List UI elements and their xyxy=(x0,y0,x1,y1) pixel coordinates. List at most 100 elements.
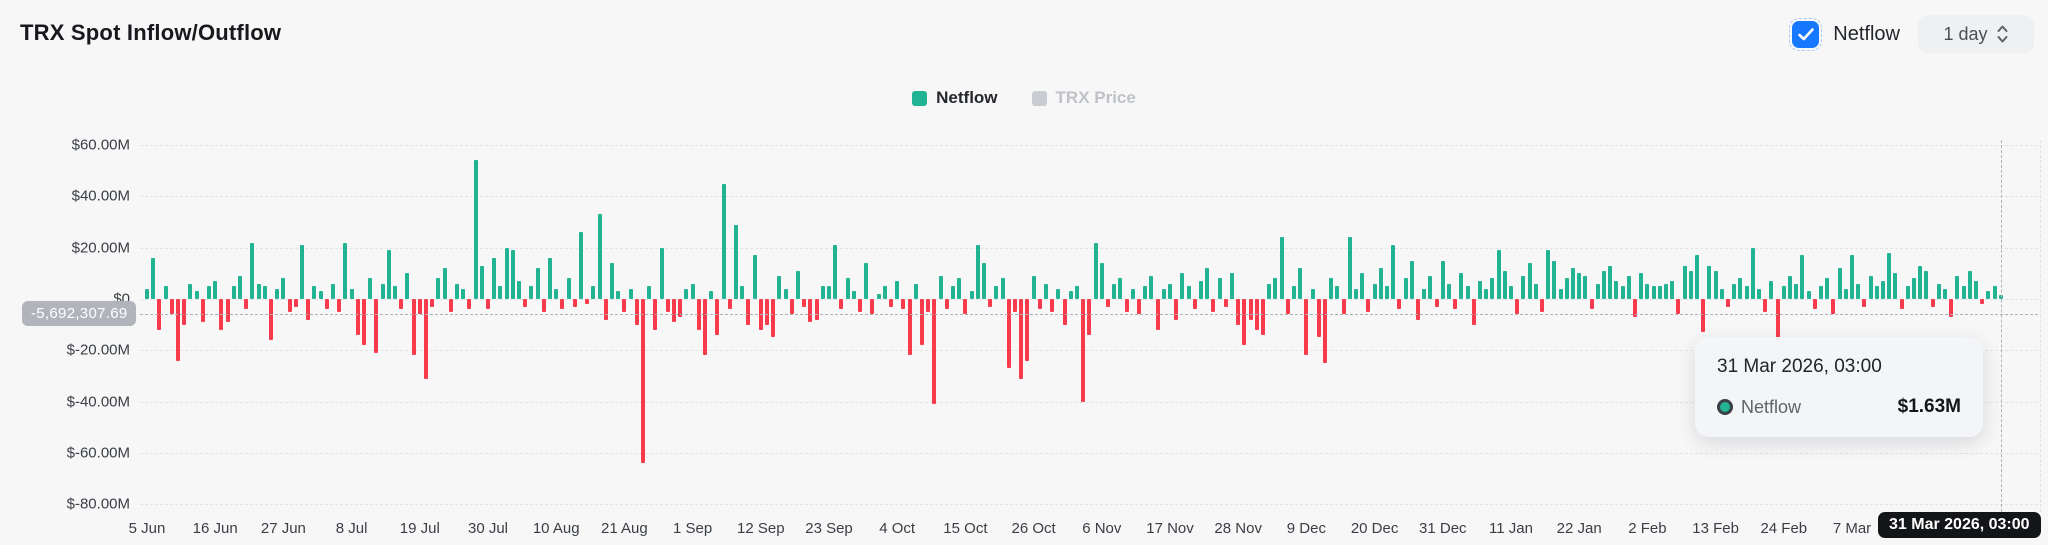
netflow-bar[interactable] xyxy=(281,278,286,299)
netflow-bar[interactable] xyxy=(913,283,918,299)
netflow-bar[interactable] xyxy=(709,291,714,299)
netflow-bar[interactable] xyxy=(1905,286,1910,299)
netflow-bar[interactable] xyxy=(1837,268,1842,299)
netflow-bar[interactable] xyxy=(1471,299,1476,325)
netflow-bar[interactable] xyxy=(417,299,422,315)
netflow-bar[interactable] xyxy=(1688,270,1693,299)
netflow-bar[interactable] xyxy=(926,299,931,312)
netflow-bar[interactable] xyxy=(1831,299,1836,315)
netflow-bar[interactable] xyxy=(349,288,354,299)
netflow-bar[interactable] xyxy=(231,286,236,299)
netflow-bar[interactable] xyxy=(1378,268,1383,299)
netflow-bar[interactable] xyxy=(1409,260,1414,299)
netflow-bar[interactable] xyxy=(188,283,193,299)
netflow-bar[interactable] xyxy=(1527,263,1532,299)
netflow-bar[interactable] xyxy=(746,299,751,325)
netflow-bar[interactable] xyxy=(808,299,813,323)
netflow-bar[interactable] xyxy=(622,299,627,312)
netflow-bar[interactable] xyxy=(1050,299,1055,312)
netflow-bar[interactable] xyxy=(727,299,732,310)
netflow-bar[interactable] xyxy=(1614,281,1619,299)
netflow-bar[interactable] xyxy=(690,283,695,299)
netflow-bar[interactable] xyxy=(876,293,881,299)
netflow-bar[interactable] xyxy=(1130,288,1135,299)
netflow-bar[interactable] xyxy=(548,257,552,299)
netflow-bar[interactable] xyxy=(802,299,807,307)
netflow-bar[interactable] xyxy=(684,288,689,299)
netflow-bar[interactable] xyxy=(486,299,490,310)
netflow-bar[interactable] xyxy=(1645,283,1650,299)
netflow-bar[interactable] xyxy=(1068,291,1073,299)
netflow-bar[interactable] xyxy=(957,278,962,299)
netflow-bar[interactable] xyxy=(659,247,664,299)
netflow-bar[interactable] xyxy=(306,299,311,320)
netflow-bar[interactable] xyxy=(1583,275,1588,299)
netflow-bar[interactable] xyxy=(275,288,280,299)
netflow-bar[interactable] xyxy=(1918,265,1923,299)
netflow-bar[interactable] xyxy=(1633,299,1637,317)
netflow-bar[interactable] xyxy=(1502,270,1507,299)
netflow-bar[interactable] xyxy=(1540,299,1544,312)
netflow-bar[interactable] xyxy=(1843,288,1848,299)
netflow-bar[interactable] xyxy=(1273,278,1278,299)
netflow-bar[interactable] xyxy=(1186,286,1191,299)
netflow-bar[interactable] xyxy=(603,299,608,320)
netflow-bar[interactable] xyxy=(1800,255,1805,299)
netflow-bar[interactable] xyxy=(1980,299,1985,305)
netflow-bar[interactable] xyxy=(1893,273,1898,299)
netflow-bar[interactable] xyxy=(1738,278,1743,299)
netflow-bar[interactable] xyxy=(300,245,304,299)
netflow-bar[interactable] xyxy=(1372,283,1377,299)
netflow-bar[interactable] xyxy=(1856,283,1861,299)
netflow-bar[interactable] xyxy=(213,281,218,299)
netflow-bar[interactable] xyxy=(1521,275,1526,299)
netflow-bar[interactable] xyxy=(380,283,385,299)
netflow-bar[interactable] xyxy=(1298,268,1303,299)
netflow-bar[interactable] xyxy=(207,286,211,299)
netflow-bar[interactable] xyxy=(572,299,577,307)
netflow-bar[interactable] xyxy=(1106,299,1110,307)
netflow-bar[interactable] xyxy=(1546,250,1551,299)
netflow-bar[interactable] xyxy=(951,286,955,299)
netflow-bar[interactable] xyxy=(994,286,999,299)
netflow-bar[interactable] xyxy=(1261,299,1265,335)
netflow-bar[interactable] xyxy=(424,299,428,379)
netflow-bar[interactable] xyxy=(194,291,199,299)
netflow-bar[interactable] xyxy=(1434,299,1439,307)
netflow-bar[interactable] xyxy=(362,299,366,346)
netflow-bar[interactable] xyxy=(1955,275,1960,299)
netflow-bar[interactable] xyxy=(1781,286,1786,299)
netflow-bar[interactable] xyxy=(1713,270,1718,299)
netflow-bar[interactable] xyxy=(851,291,856,299)
netflow-bar[interactable] xyxy=(820,286,825,299)
netflow-bar[interactable] xyxy=(1087,299,1092,335)
netflow-bar[interactable] xyxy=(1465,286,1470,299)
netflow-bar[interactable] xyxy=(1044,283,1048,299)
netflow-bar[interactable] xyxy=(566,278,571,299)
netflow-bar[interactable] xyxy=(938,275,943,299)
netflow-bar[interactable] xyxy=(225,299,230,323)
netflow-bar[interactable] xyxy=(1025,299,1030,361)
netflow-bar[interactable] xyxy=(963,299,968,315)
netflow-bar[interactable] xyxy=(678,299,683,317)
netflow-bar[interactable] xyxy=(721,183,726,299)
netflow-bar[interactable] xyxy=(901,299,906,310)
netflow-bar[interactable] xyxy=(597,214,602,299)
netflow-bar[interactable] xyxy=(796,270,800,299)
netflow-bar[interactable] xyxy=(864,263,869,299)
netflow-bar[interactable] xyxy=(1757,288,1761,299)
netflow-bar[interactable] xyxy=(343,242,348,299)
netflow-bar[interactable] xyxy=(1825,278,1830,299)
netflow-bar[interactable] xyxy=(1812,299,1817,310)
netflow-bar[interactable] xyxy=(1031,275,1036,299)
netflow-bar[interactable] xyxy=(1453,299,1458,310)
netflow-bar[interactable] xyxy=(1440,260,1445,299)
netflow-bar[interactable] xyxy=(1974,281,1978,299)
netflow-bar[interactable] xyxy=(1496,250,1501,299)
netflow-bar[interactable] xyxy=(517,281,521,299)
netflow-bar[interactable] xyxy=(1868,275,1873,299)
netflow-bar[interactable] xyxy=(1707,265,1712,299)
netflow-bar[interactable] xyxy=(1304,299,1309,356)
netflow-bar[interactable] xyxy=(355,299,360,335)
